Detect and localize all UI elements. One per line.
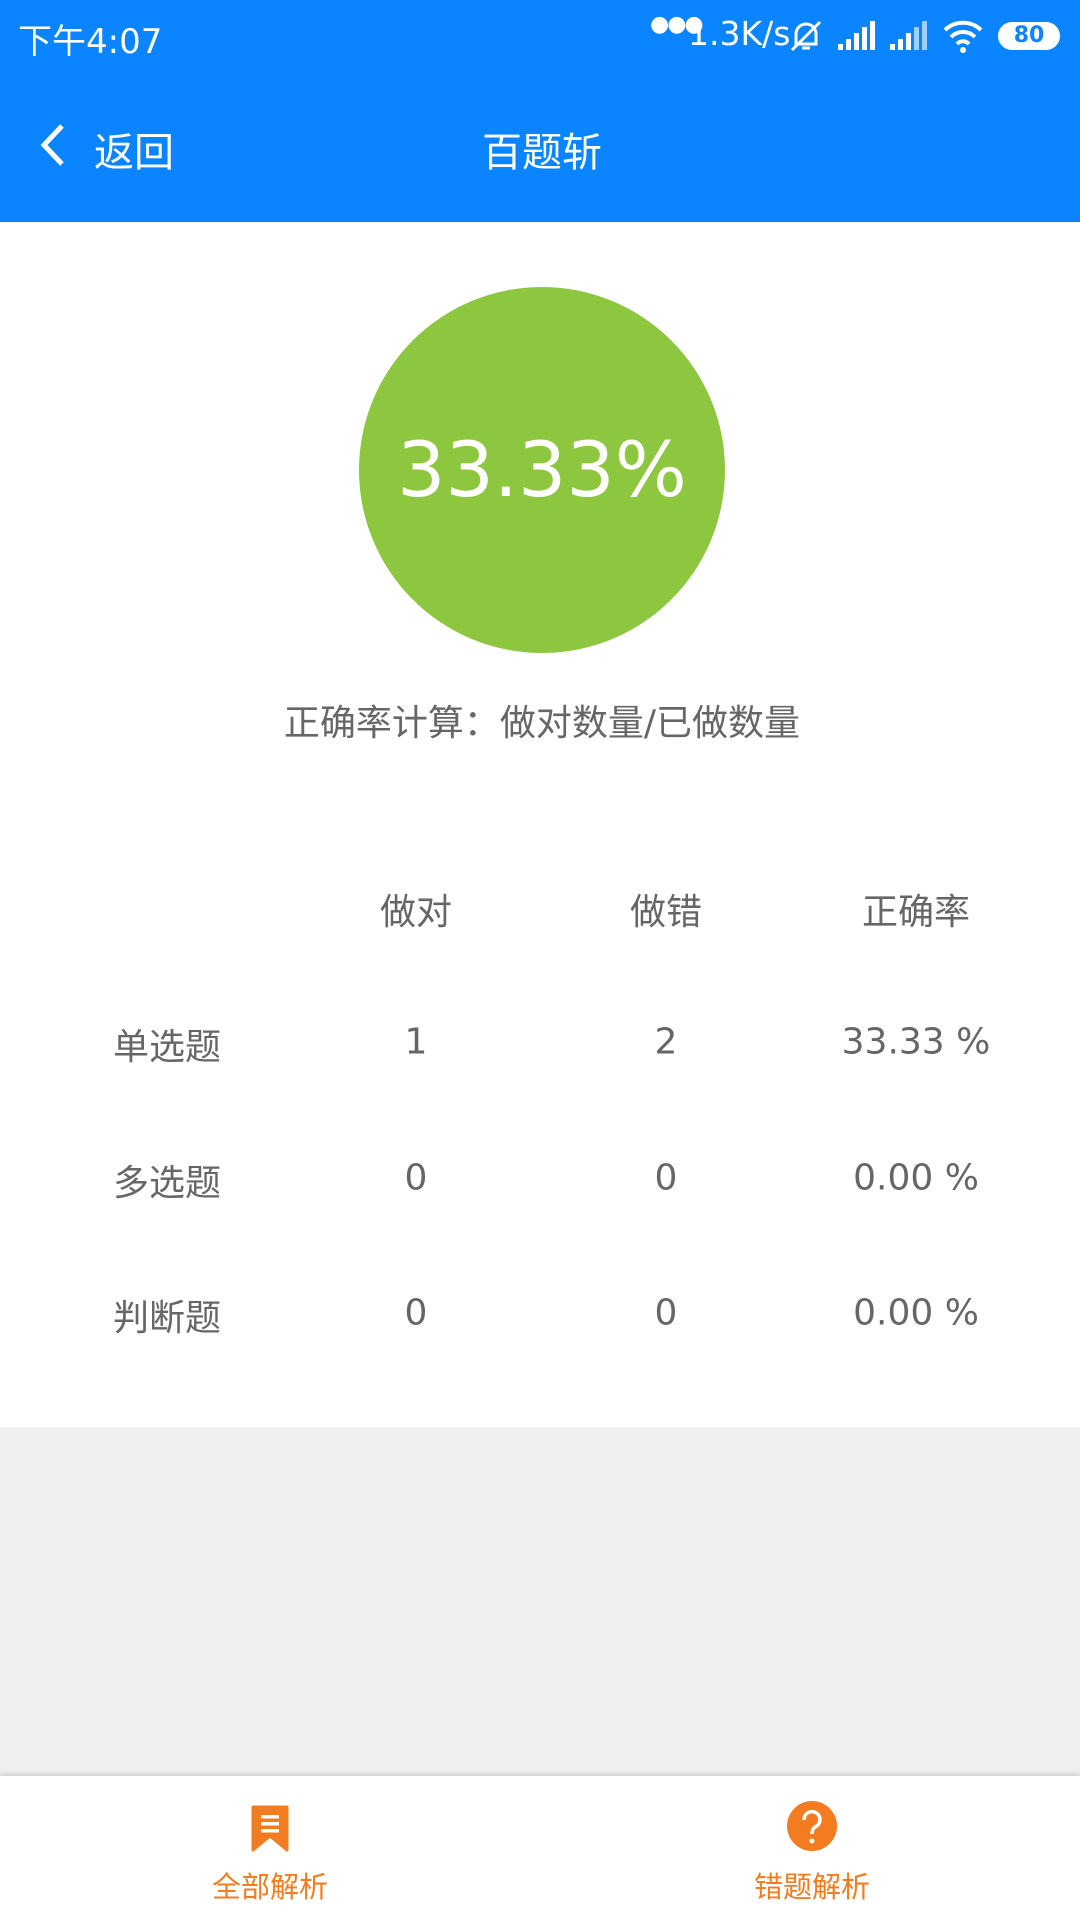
battery-level: 80 [1013, 23, 1045, 48]
signal-icon [890, 21, 927, 50]
accuracy-circle: 33.33% [359, 287, 725, 653]
tab-all-analysis[interactable]: 全部解析 [140, 1776, 400, 1920]
row-rate: 0.00 % [853, 1157, 979, 1199]
row-wrong: 0 [654, 1292, 678, 1334]
question-circle-icon [787, 1801, 837, 1851]
tab-wrong-analysis[interactable]: 错题解析 [682, 1776, 942, 1920]
result-panel: 33.33% 正确率计算：做对数量/已做数量 做对 做错 正确率 单选题 1 2… [0, 222, 1080, 1427]
battery-icon: 80 [998, 22, 1060, 50]
row-wrong: 2 [654, 1021, 678, 1063]
wifi-icon [943, 20, 983, 53]
bookmark-list-icon [251, 1805, 289, 1852]
network-speed: 1.3K/s [688, 14, 791, 53]
mute-bell-icon [790, 20, 822, 52]
row-correct: 1 [404, 1021, 428, 1063]
status-bar: 下午4:07 ●●● 1.3K/s 80 [0, 0, 1080, 70]
header-rate: 正确率 [861, 892, 970, 933]
row-rate: 0.00 % [853, 1292, 979, 1334]
tab-all-analysis-label: 全部解析 [211, 1870, 329, 1904]
accuracy-value: 33.33% [397, 425, 687, 514]
signal-icon [838, 21, 875, 50]
chevron-left-icon [40, 124, 64, 166]
row-correct: 0 [404, 1292, 428, 1334]
page-title: 百题斩 [482, 130, 602, 176]
dots-icon: ●●● [650, 12, 704, 37]
header-wrong: 做错 [629, 892, 702, 933]
row-type: 单选题 [112, 1027, 221, 1068]
tab-wrong-analysis-label: 错题解析 [753, 1870, 871, 1904]
back-button[interactable]: 返回 [30, 110, 190, 180]
row-type: 多选题 [112, 1163, 221, 1204]
app-header: 返回 百题斩 [0, 70, 1080, 222]
back-label: 返回 [94, 130, 174, 176]
row-rate: 33.33 % [841, 1021, 991, 1063]
row-wrong: 0 [654, 1157, 678, 1199]
formula-caption: 正确率计算：做对数量/已做数量 [283, 703, 801, 744]
bottom-tab-bar: 全部解析 错题解析 [0, 1776, 1080, 1920]
header-correct: 做对 [379, 892, 452, 933]
status-time: 下午4:07 [18, 22, 163, 62]
row-type: 判断题 [112, 1298, 221, 1339]
row-correct: 0 [404, 1157, 428, 1199]
